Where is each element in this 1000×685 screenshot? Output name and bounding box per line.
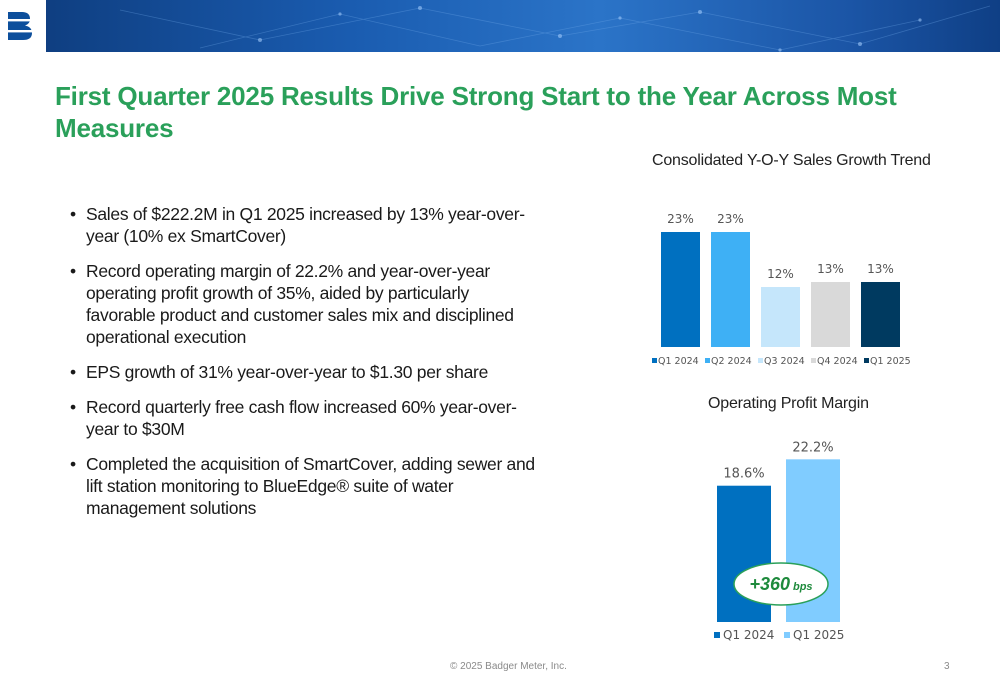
bar-q1-2025 (861, 282, 900, 347)
banner-network-pattern (119, 5, 991, 52)
bullet-text: EPS growth of 31% year-over-year to $1.3… (86, 362, 489, 382)
bar-q4-2024 (811, 282, 850, 347)
legend-swatch (714, 632, 720, 638)
bullet-marker: • (70, 204, 76, 224)
legend-swatch (652, 358, 657, 363)
legend-swatch (811, 358, 816, 363)
bullet-list: • Sales of $222.2M in Q1 2025 increased b… (70, 203, 540, 532)
data-label: 13% (817, 262, 844, 276)
bullet-text: Completed the acquisition of SmartCover,… (86, 454, 535, 518)
operating-margin-chart-title: Operating Profit Margin (708, 395, 869, 412)
data-label: 23% (717, 212, 744, 226)
bps-callout (733, 562, 829, 606)
bullet-marker: • (70, 362, 76, 382)
legend-swatch (864, 358, 869, 363)
data-label: 13% (867, 262, 894, 276)
bullet-marker: • (70, 454, 76, 474)
legend-swatch (784, 632, 790, 638)
bullet-item: • EPS growth of 31% year-over-year to $1.… (70, 361, 540, 383)
legend-label: Q4 2024 (817, 356, 858, 367)
bps-callout-text: +360 bps (749, 574, 812, 594)
data-label: 23% (667, 212, 694, 226)
legend-label: Q1 2025 (870, 356, 911, 367)
data-label: 12% (767, 267, 794, 281)
page-number: 3 (944, 661, 950, 672)
legend-label: Q1 2024 (723, 628, 774, 642)
logo-container (0, 0, 46, 52)
data-label: 22.2% (792, 440, 833, 455)
bullet-marker: • (70, 397, 76, 417)
legend-label: Q1 2024 (658, 356, 699, 367)
sales-growth-chart-title: Consolidated Y-O-Y Sales Growth Trend (652, 152, 931, 169)
legend-label: Q2 2024 (711, 356, 752, 367)
legend-label: Q3 2024 (764, 356, 805, 367)
legend-swatch (758, 358, 763, 363)
copyright-text: © 2025 Badger Meter, Inc. (450, 661, 567, 672)
badger-meter-logo-icon (8, 12, 34, 40)
operating-margin-chart: 18.6% 22.2% +360 bps Q1 2024 Q1 2025 (714, 440, 844, 642)
bullet-item: • Sales of $222.2M in Q1 2025 increased b… (70, 203, 540, 247)
bar-q2-2024 (711, 232, 750, 347)
legend-label: Q1 2025 (793, 628, 844, 642)
bullet-marker: • (70, 261, 76, 281)
legend-swatch (705, 358, 710, 363)
bullet-item: • Record operating margin of 22.2% and ye… (70, 260, 540, 348)
page-title: First Quarter 2025 Results Drive Strong … (55, 81, 897, 143)
sales-growth-chart: 23% 23% 12% 13% 13% Q1 2024 Q2 2024 Q3 2024 Q4 2… (652, 212, 911, 367)
bullet-item: • Record quarterly free cash flow increas… (70, 396, 540, 440)
bullet-text: Record quarterly free cash flow increase… (86, 397, 517, 439)
bullet-item: • Completed the acquisition of SmartCover… (70, 453, 540, 519)
data-label: 18.6% (723, 467, 764, 482)
header-banner (0, 0, 1000, 52)
bullet-text: Record operating margin of 22.2% and yea… (86, 261, 514, 347)
bar-q3-2024 (761, 287, 800, 347)
bar-q1-2024 (661, 232, 700, 347)
bullet-text: Sales of $222.2M in Q1 2025 increased by… (86, 204, 525, 246)
